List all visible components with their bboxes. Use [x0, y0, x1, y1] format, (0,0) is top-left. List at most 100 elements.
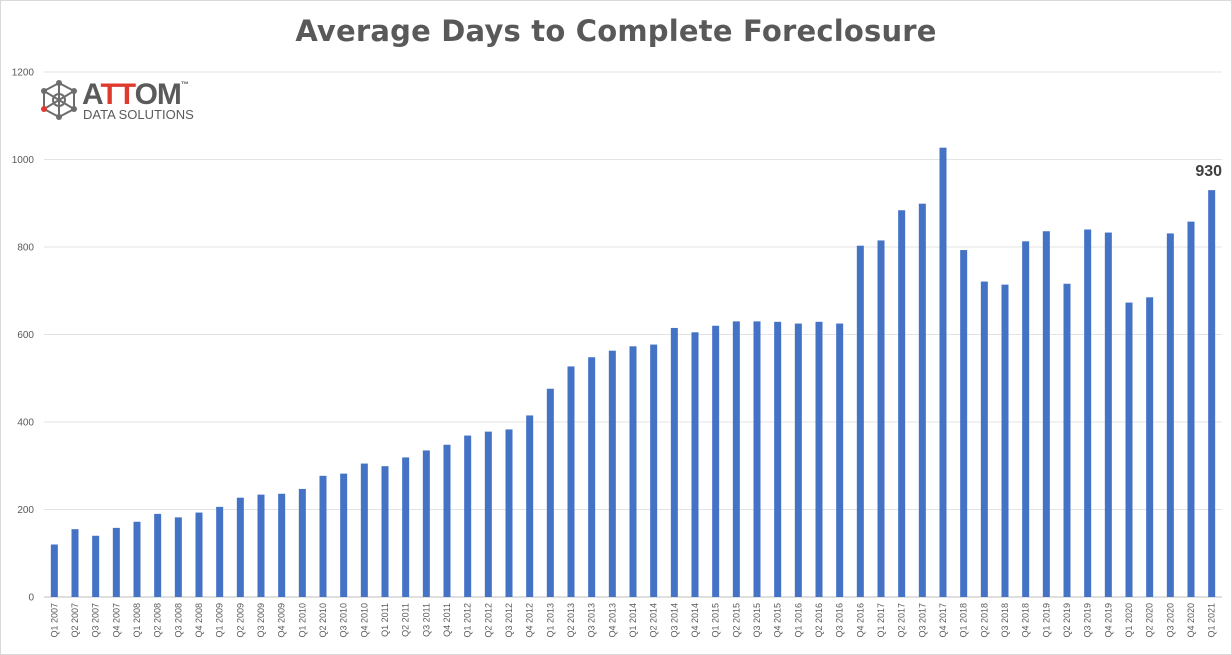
x-tick-label: Q2 2016 — [814, 603, 824, 638]
bar — [1125, 302, 1133, 597]
bar — [588, 357, 596, 597]
bar — [319, 475, 327, 597]
x-tick-label: Q2 2014 — [649, 603, 659, 638]
bar — [774, 321, 782, 597]
x-tick-label: Q4 2007 — [111, 603, 121, 638]
bar — [939, 147, 947, 597]
bar — [422, 450, 430, 597]
x-tick-label: Q2 2019 — [1062, 603, 1072, 638]
x-tick-label: Q3 2014 — [669, 603, 679, 638]
x-tick-label: Q3 2011 — [421, 603, 431, 637]
bar — [174, 517, 182, 597]
bar — [484, 431, 492, 597]
bar — [815, 321, 823, 597]
bar — [154, 513, 162, 597]
bar — [50, 544, 58, 597]
x-tick-label: Q4 2014 — [690, 603, 700, 638]
x-tick-label: Q2 2013 — [566, 603, 576, 638]
y-tick-label: 800 — [17, 243, 34, 254]
bar — [92, 535, 100, 597]
y-tick-label: 200 — [17, 505, 34, 516]
x-tick-label: Q1 2011 — [380, 603, 390, 637]
bar — [650, 344, 658, 597]
bar — [1166, 233, 1174, 597]
x-tick-label: Q2 2011 — [401, 603, 411, 637]
chart-title: Average Days to Complete Foreclosure — [295, 14, 937, 48]
y-tick-label: 600 — [17, 330, 34, 341]
bar — [608, 350, 616, 597]
bar — [1187, 221, 1195, 597]
bar — [278, 493, 286, 597]
bar — [464, 435, 472, 597]
x-tick-label: Q1 2019 — [1041, 603, 1051, 638]
x-tick-label: Q3 2009 — [256, 603, 266, 638]
bar — [1001, 284, 1009, 597]
x-tick-label: Q3 2020 — [1165, 603, 1175, 638]
bar — [1208, 190, 1216, 597]
x-tick-label: Q1 2018 — [959, 603, 969, 638]
x-tick-label: Q4 2010 — [359, 603, 369, 638]
x-tick-label: Q3 2017 — [917, 603, 927, 638]
attom-logo: ATTOM™ DATA SOLUTIONS — [40, 78, 220, 126]
x-tick-label: Q3 2012 — [504, 603, 514, 638]
x-tick-label: Q3 2007 — [91, 603, 101, 638]
logo-subtitle: DATA SOLUTIONS — [83, 107, 194, 122]
x-tick-label: Q1 2010 — [297, 603, 307, 638]
x-tick-label: Q3 2008 — [173, 603, 183, 638]
x-tick-label: Q1 2014 — [628, 603, 638, 638]
bar — [298, 488, 306, 597]
annotations: 930 — [1195, 163, 1222, 180]
x-tick-label: Q4 2017 — [938, 603, 948, 638]
x-tick-label: Q1 2013 — [545, 603, 555, 638]
bar — [670, 327, 678, 597]
x-tick-label: Q1 2017 — [876, 603, 886, 638]
x-tick-label: Q2 2012 — [483, 603, 493, 638]
y-tick-label: 1200 — [12, 68, 35, 79]
bar — [918, 203, 926, 597]
y-tick-label: 0 — [28, 593, 34, 604]
bars — [50, 147, 1216, 597]
bar — [381, 466, 389, 597]
logo-wordmark: ATTOM™ — [82, 78, 189, 111]
bar — [877, 240, 885, 597]
bar — [794, 323, 802, 597]
bar — [443, 444, 451, 597]
bar — [546, 388, 554, 597]
x-tick-label: Q4 2015 — [773, 603, 783, 638]
x-tick-label: Q3 2016 — [835, 603, 845, 638]
bar — [836, 323, 844, 597]
x-tick-label: Q2 2010 — [318, 603, 328, 638]
x-tick-label: Q2 2017 — [897, 603, 907, 638]
x-tick-label: Q1 2009 — [215, 603, 225, 638]
bar — [505, 429, 513, 597]
bar — [71, 529, 79, 597]
bar — [712, 325, 720, 597]
x-tick-label: Q4 2019 — [1103, 603, 1113, 638]
x-tick-label: Q3 2010 — [339, 603, 349, 638]
x-tick-label: Q4 2020 — [1186, 603, 1196, 638]
x-tick-label: Q3 2018 — [1000, 603, 1010, 638]
bar — [1104, 232, 1112, 597]
x-tick-label: Q4 2012 — [525, 603, 535, 638]
y-tick-label: 1000 — [12, 155, 35, 166]
bar — [732, 321, 740, 597]
bar — [1063, 283, 1071, 597]
y-tick-label: 400 — [17, 418, 34, 429]
x-tick-label: Q1 2008 — [132, 603, 142, 638]
bar — [195, 512, 203, 597]
x-tick-label: Q1 2012 — [463, 603, 473, 638]
x-tick-label: Q4 2016 — [855, 603, 865, 638]
x-tick-label: Q2 2009 — [235, 603, 245, 638]
bar — [526, 415, 534, 597]
x-tick-label: Q2 2020 — [1145, 603, 1155, 638]
x-tick-label: Q2 2015 — [731, 603, 741, 638]
x-tick-label: Q4 2011 — [442, 603, 452, 637]
bar — [629, 346, 637, 597]
bar — [1146, 297, 1154, 597]
bar — [112, 527, 120, 597]
bar — [257, 494, 265, 597]
x-tick-label: Q2 2018 — [979, 603, 989, 638]
bar — [340, 473, 348, 597]
bar — [898, 210, 906, 597]
